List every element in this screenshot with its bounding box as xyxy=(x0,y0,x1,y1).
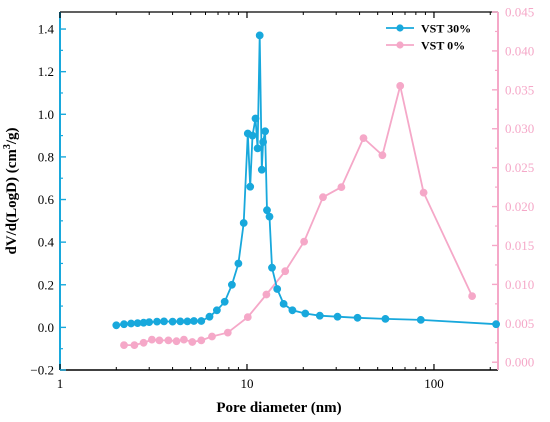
data-point-vst-30 xyxy=(120,320,128,329)
data-point-vst-30 xyxy=(353,313,362,322)
data-point-vst-0 xyxy=(243,313,252,321)
data-point-vst-30 xyxy=(160,317,168,326)
y-left-tick-label: 0.6 xyxy=(38,192,55,207)
legend-label: VST 0% xyxy=(421,39,465,53)
x-tick-label: 100 xyxy=(424,376,444,391)
data-point-vst-30 xyxy=(168,317,177,326)
x-tick-label: 1 xyxy=(57,376,64,391)
y-axis-left-title: dV/d(LogD) (cm3/g) xyxy=(2,127,20,254)
y-left-tick-label: 0.2 xyxy=(38,277,54,292)
y-right-tick-label: 0.000 xyxy=(505,355,534,370)
legend-marker xyxy=(396,41,404,49)
y-left-tick-label: 0.4 xyxy=(38,235,55,250)
data-point-vst-30 xyxy=(227,280,236,289)
series-line-vst-30 xyxy=(116,35,497,327)
data-point-vst-30 xyxy=(153,317,161,326)
y-right-tick-label: 0.005 xyxy=(505,316,534,331)
axes: 1 10 100 −0.2 0.0 0.2 0.4 0.6 0.8 1.0 1.2 1.4 0.000 0… xyxy=(30,5,534,392)
data-point-vst-30 xyxy=(492,320,500,329)
data-point-vst-0 xyxy=(319,193,327,202)
y-left-tick-label: 0.0 xyxy=(38,320,54,335)
data-point-vst-30 xyxy=(212,306,221,315)
data-point-vst-0 xyxy=(164,336,173,345)
data-point-vst-30 xyxy=(273,285,282,293)
y-right-tick-label: 0.025 xyxy=(505,160,534,175)
x-tick-label: 10 xyxy=(240,376,253,391)
data-point-vst-30 xyxy=(268,263,276,272)
y-left-tick-label: 1.4 xyxy=(38,22,55,37)
y-left-tick-label: −0.2 xyxy=(30,363,54,378)
series-layer xyxy=(112,31,500,349)
data-point-vst-30 xyxy=(220,297,229,306)
data-point-vst-30 xyxy=(259,138,267,146)
data-point-vst-0 xyxy=(179,335,188,344)
data-point-vst-30 xyxy=(246,182,255,191)
y-right-tick-label: 0.045 xyxy=(505,5,534,20)
data-point-vst-0 xyxy=(337,183,346,191)
data-point-vst-30 xyxy=(205,312,214,321)
y-left-tick-label: 1.0 xyxy=(38,107,54,122)
data-point-vst-0 xyxy=(172,337,181,346)
data-point-vst-30 xyxy=(253,144,262,153)
data-point-vst-0 xyxy=(468,292,476,300)
data-point-vst-0 xyxy=(130,341,139,349)
data-point-vst-0 xyxy=(262,290,271,299)
data-point-vst-0 xyxy=(197,336,206,345)
data-point-vst-30 xyxy=(301,309,310,318)
data-point-vst-30 xyxy=(234,259,243,268)
y-right-tick-label: 0.010 xyxy=(505,277,534,292)
data-point-vst-30 xyxy=(288,306,297,315)
y-left-tick-label: 1.2 xyxy=(38,64,54,79)
data-point-vst-30 xyxy=(183,317,192,326)
y-right-tick-label: 0.040 xyxy=(505,43,534,58)
data-point-vst-30 xyxy=(239,219,248,227)
data-point-vst-0 xyxy=(139,338,148,347)
data-point-vst-30 xyxy=(255,31,264,40)
data-point-vst-30 xyxy=(197,317,206,325)
data-point-vst-0 xyxy=(419,188,428,197)
x-axis-title: Pore diameter (nm) xyxy=(216,400,341,416)
legend-label: VST 30% xyxy=(421,22,471,36)
data-point-vst-30 xyxy=(261,127,269,136)
data-point-vst-0 xyxy=(359,134,368,142)
data-point-vst-30 xyxy=(112,321,121,330)
legend-marker xyxy=(396,24,404,32)
data-point-vst-0 xyxy=(188,338,197,346)
data-point-vst-30 xyxy=(381,314,390,323)
data-point-vst-30 xyxy=(248,131,257,140)
data-point-vst-30 xyxy=(189,317,198,325)
data-point-vst-0 xyxy=(281,267,290,276)
y-left-tick-label: 0.8 xyxy=(38,149,54,164)
y-right-tick-label: 0.030 xyxy=(505,121,534,136)
data-point-vst-0 xyxy=(155,336,164,345)
data-point-vst-30 xyxy=(416,315,425,324)
data-point-vst-0 xyxy=(378,151,387,160)
data-point-vst-30 xyxy=(315,311,324,320)
data-point-vst-30 xyxy=(145,318,154,326)
data-point-vst-0 xyxy=(120,341,128,349)
data-point-vst-0 xyxy=(396,82,405,90)
y-right-tick-label: 0.020 xyxy=(505,199,534,214)
data-point-vst-0 xyxy=(300,237,308,246)
legend: VST 30% VST 0% xyxy=(386,22,471,53)
data-point-vst-30 xyxy=(176,317,185,326)
y-right-tick-label: 0.015 xyxy=(505,238,534,253)
data-point-vst-30 xyxy=(127,319,136,328)
data-point-vst-30 xyxy=(265,212,274,221)
series-line-vst-0 xyxy=(124,85,473,347)
y-right-tick-label: 0.035 xyxy=(505,82,534,97)
data-point-vst-30 xyxy=(251,114,260,123)
data-point-vst-0 xyxy=(147,335,156,344)
data-point-vst-30 xyxy=(257,165,266,174)
data-point-vst-0 xyxy=(223,328,232,337)
data-point-vst-30 xyxy=(279,299,288,308)
data-point-vst-30 xyxy=(333,312,342,321)
data-point-vst-0 xyxy=(208,332,216,341)
